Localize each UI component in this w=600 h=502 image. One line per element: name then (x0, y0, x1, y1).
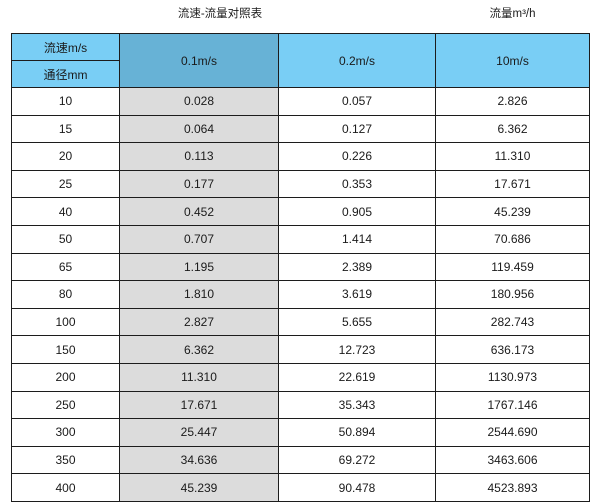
cell-diameter: 100 (11, 307, 120, 337)
cell-diameter: 40 (11, 197, 120, 226)
cell-flow-2: 11.310 (435, 142, 590, 171)
cell-diameter: 200 (11, 362, 120, 392)
cell-flow-0: 1.195 (119, 252, 279, 282)
cell-flow-1: 1.414 (278, 224, 436, 254)
cell-flow-0: 6.362 (119, 335, 279, 364)
cell-flow-1: 35.343 (278, 390, 436, 420)
cell-flow-0: 0.452 (119, 197, 279, 226)
cell-flow-1: 0.226 (278, 142, 436, 171)
cell-flow-1: 5.655 (278, 307, 436, 337)
cell-flow-0: 0.028 (119, 87, 279, 116)
page-title: 流速-流量对照表 (177, 8, 263, 20)
cell-flow-1: 0.127 (278, 114, 436, 144)
cell-flow-2: 1130.973 (435, 362, 590, 392)
table-row: 350 34.636 69.272 3463.606 (11, 445, 590, 475)
cell-flow-1: 2.389 (278, 252, 436, 282)
cell-diameter: 65 (11, 252, 120, 282)
cell-flow-1: 3.619 (278, 280, 436, 309)
cell-flow-2: 1767.146 (435, 390, 590, 420)
cell-diameter: 150 (11, 335, 120, 364)
cell-flow-0: 45.239 (119, 473, 279, 502)
cell-flow-2: 180.956 (435, 280, 590, 309)
cell-flow-1: 12.723 (278, 335, 436, 364)
table-row: 100 2.827 5.655 282.743 (11, 307, 590, 337)
cell-flow-0: 0.064 (119, 114, 279, 144)
cell-diameter: 15 (11, 114, 120, 144)
cell-flow-1: 50.894 (278, 418, 436, 447)
table-header-row-2: 通径mm (11, 60, 590, 88)
cell-flow-0: 25.447 (119, 418, 279, 447)
cell-flow-1: 90.478 (278, 473, 436, 502)
cell-flow-1: 0.353 (278, 169, 436, 199)
table-row: 50 0.707 1.414 70.686 (11, 224, 590, 254)
cell-flow-2: 119.459 (435, 252, 590, 282)
table-header: 流速m/s 0.1m/s 0.2m/s 10m/s 通径mm (11, 33, 590, 88)
table-row: 40 0.452 0.905 45.239 (11, 197, 590, 226)
cell-flow-1: 0.057 (278, 87, 436, 116)
cell-diameter: 20 (11, 142, 120, 171)
cell-flow-1: 22.619 (278, 362, 436, 392)
table-row: 80 1.810 3.619 180.956 (11, 280, 590, 309)
cell-flow-0: 0.113 (119, 142, 279, 171)
table-row: 400 45.239 90.478 4523.893 (11, 473, 590, 502)
table-row: 65 1.195 2.389 119.459 (11, 252, 590, 282)
cell-flow-2: 70.686 (435, 224, 590, 254)
column-header-2: 10m/s (435, 33, 590, 88)
cell-flow-2: 17.671 (435, 169, 590, 199)
cell-flow-2: 2544.690 (435, 418, 590, 447)
cell-flow-2: 45.239 (435, 197, 590, 226)
cell-flow-2: 3463.606 (435, 445, 590, 475)
table-header-row-1: 流速m/s 0.1m/s 0.2m/s 10m/s (11, 33, 590, 88)
corner-header-diameter: 通径mm (11, 60, 120, 88)
cell-flow-0: 0.707 (119, 224, 279, 254)
cell-flow-1: 69.272 (278, 445, 436, 475)
cell-diameter: 250 (11, 390, 120, 420)
cell-diameter: 300 (11, 418, 120, 447)
cell-flow-0: 11.310 (119, 362, 279, 392)
table-row: 150 6.362 12.723 636.173 (11, 335, 590, 364)
cell-flow-2: 6.362 (435, 114, 590, 144)
caption-row: 流速-流量对照表 流量m³/h (0, 0, 600, 32)
unit-label: 流量m³/h (489, 8, 536, 20)
cell-diameter: 400 (11, 473, 120, 502)
cell-flow-2: 282.743 (435, 307, 590, 337)
cell-flow-2: 2.826 (435, 87, 590, 116)
table-row: 20 0.113 0.226 11.310 (11, 142, 590, 171)
cell-flow-0: 34.636 (119, 445, 279, 475)
cell-diameter: 50 (11, 224, 120, 254)
column-header-0: 0.1m/s (119, 33, 279, 88)
cell-flow-0: 17.671 (119, 390, 279, 420)
table-container: 流速m/s 0.1m/s 0.2m/s 10m/s 通径mm 10 0.028 0.… (11, 33, 590, 502)
cell-flow-2: 4523.893 (435, 473, 590, 502)
cell-diameter: 25 (11, 169, 120, 199)
table-row: 300 25.447 50.894 2544.690 (11, 418, 590, 447)
column-header-1: 0.2m/s (278, 33, 436, 88)
table-row: 250 17.671 35.343 1767.146 (11, 390, 590, 420)
table-body: 10 0.028 0.057 2.826 15 0.064 0.127 6.362 20 0.11… (11, 87, 590, 502)
corner-header-velocity: 流速m/s (11, 33, 120, 61)
cell-flow-2: 636.173 (435, 335, 590, 364)
table-row: 200 11.310 22.619 1130.973 (11, 362, 590, 392)
cell-diameter: 350 (11, 445, 120, 475)
cell-flow-0: 1.810 (119, 280, 279, 309)
table-row: 15 0.064 0.127 6.362 (11, 114, 590, 144)
cell-flow-0: 0.177 (119, 169, 279, 199)
table-row: 10 0.028 0.057 2.826 (11, 87, 590, 116)
cell-diameter: 80 (11, 280, 120, 309)
cell-diameter: 10 (11, 87, 120, 116)
cell-flow-1: 0.905 (278, 197, 436, 226)
cell-flow-0: 2.827 (119, 307, 279, 337)
flow-rate-table: 流速m/s 0.1m/s 0.2m/s 10m/s 通径mm 10 0.028 0.… (11, 33, 590, 502)
table-row: 25 0.177 0.353 17.671 (11, 169, 590, 199)
